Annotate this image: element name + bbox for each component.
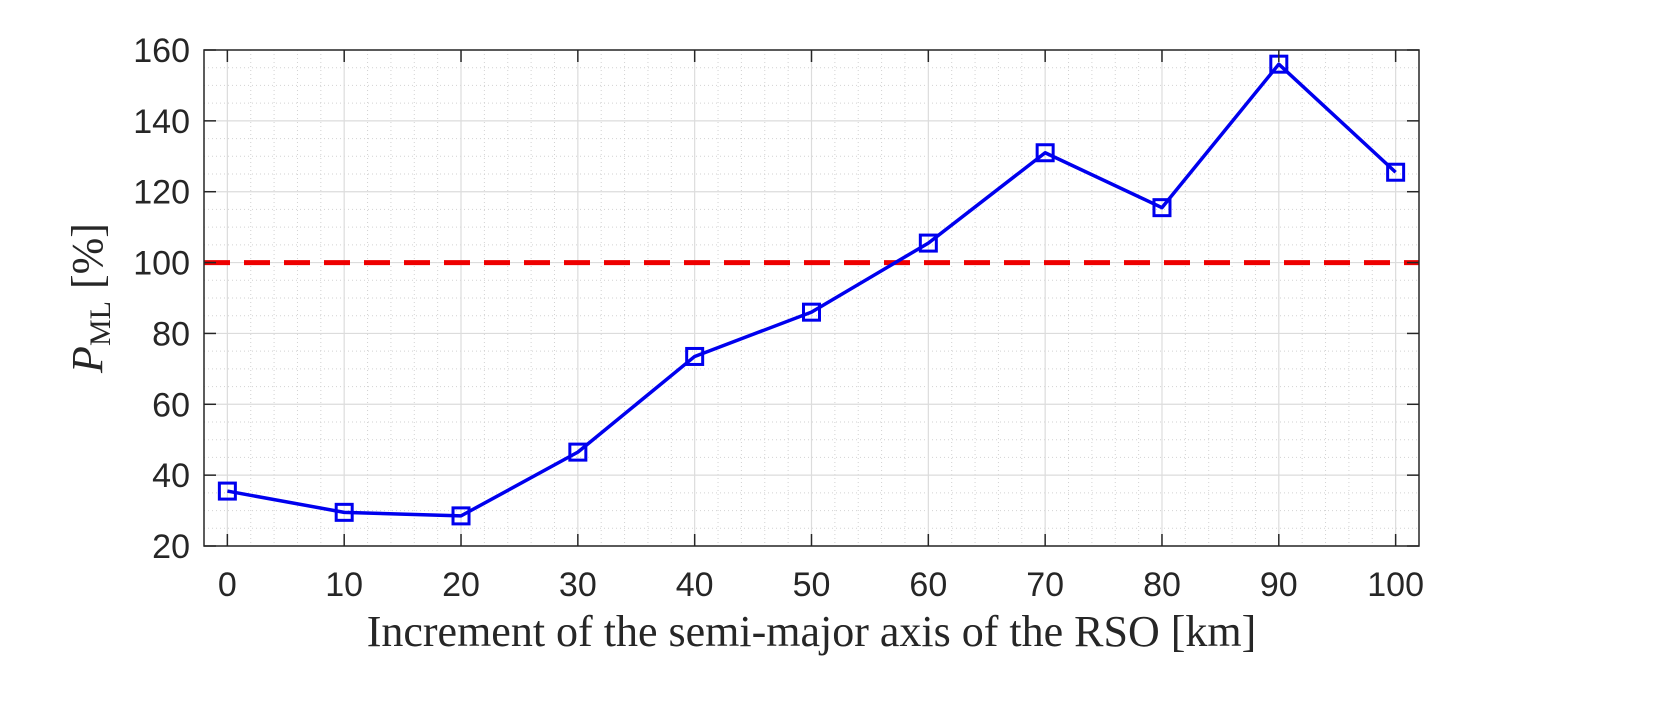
data-point-marker: [1152, 198, 1172, 218]
y-tick-labels: 20 40 60 80 100 120 140 160: [133, 32, 190, 566]
data-point-marker: [217, 481, 237, 501]
data-point-marker: [802, 302, 821, 322]
y-tick-label: 140: [133, 103, 190, 141]
y-tick-label: 160: [133, 32, 190, 70]
axis-ticks: [204, 49, 1419, 547]
y-tick-label: 120: [133, 174, 190, 212]
y-tick-label: 80: [152, 315, 190, 353]
x-tick-label: 50: [793, 566, 831, 604]
y-axis-subscript: ML: [84, 301, 117, 346]
data-point-marker: [568, 442, 588, 462]
x-tick-label: 40: [676, 566, 714, 604]
x-tick-label: 30: [559, 566, 597, 604]
x-tick-labels: 0 10 20 30 40 50 60 70 80 90 100: [218, 566, 1424, 604]
x-tick-label: 80: [1143, 566, 1181, 604]
y-tick-label: 60: [152, 386, 190, 424]
x-axis-label: Increment of the semi-major axis of the …: [367, 607, 1257, 656]
series-group: [217, 54, 1406, 526]
x-tick-label: 20: [442, 566, 480, 604]
y-axis-unit: [%]: [63, 223, 112, 289]
data-point-marker: [685, 346, 705, 366]
data-point-marker: [451, 506, 471, 526]
y-axis-symbol: P: [63, 346, 112, 374]
x-tick-label: 70: [1026, 566, 1064, 604]
y-axis-label: PML [%]: [63, 223, 117, 374]
major-grid: [204, 49, 1419, 547]
x-tick-label: 90: [1260, 566, 1298, 604]
data-point-marker: [918, 233, 938, 253]
x-tick-label: 100: [1367, 566, 1424, 604]
data-point-marker: [334, 502, 354, 522]
y-tick-label: 40: [152, 457, 190, 495]
x-tick-label: 0: [218, 566, 237, 604]
data-point-marker: [1035, 143, 1055, 163]
x-tick-label: 60: [909, 566, 947, 604]
x-tick-label: 10: [325, 566, 363, 604]
data-point-marker: [1386, 162, 1406, 182]
y-tick-label: 20: [152, 528, 190, 566]
y-tick-label: 100: [133, 245, 190, 283]
series-line: [227, 62, 1397, 518]
